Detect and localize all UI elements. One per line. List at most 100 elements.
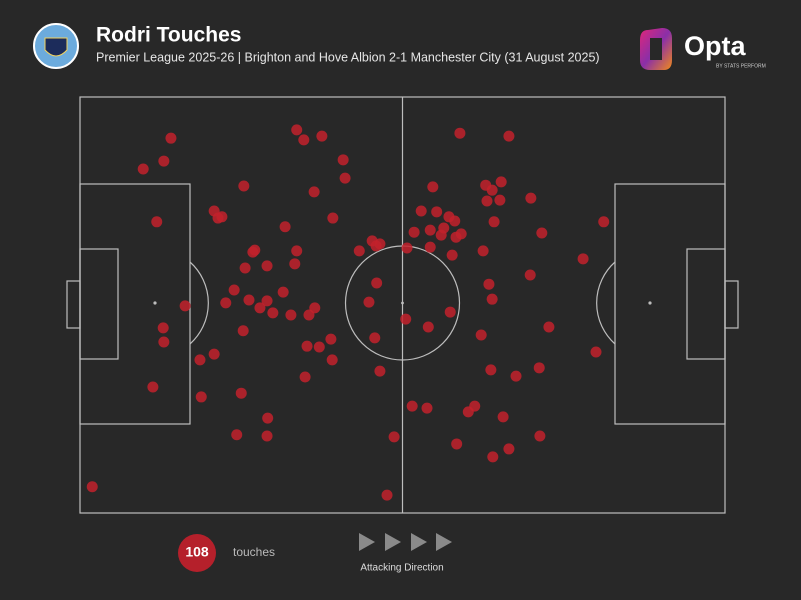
touch-point xyxy=(309,302,321,314)
touch-point xyxy=(446,249,458,261)
touch-point xyxy=(313,341,325,353)
count-badge xyxy=(178,534,216,572)
touch-point xyxy=(543,321,555,333)
club-badge xyxy=(33,23,79,69)
touch-point xyxy=(415,205,427,217)
touch-point xyxy=(481,195,493,207)
touch-point xyxy=(598,216,610,228)
touch-point xyxy=(235,387,247,399)
touch-point xyxy=(194,354,206,366)
touch-point xyxy=(325,333,337,345)
touch-point xyxy=(157,322,169,334)
centre-spot xyxy=(401,301,404,305)
touch-point xyxy=(339,172,351,184)
touch-point xyxy=(451,438,463,450)
touch-point xyxy=(422,321,434,333)
touch-point xyxy=(298,134,310,146)
touch-point xyxy=(454,127,466,139)
touch-point xyxy=(408,226,420,238)
touch-point xyxy=(220,297,232,309)
direction-arrows xyxy=(359,533,452,551)
brand-name: Opta xyxy=(684,31,746,61)
brand-logo xyxy=(640,28,672,70)
touch-point xyxy=(427,181,439,193)
touch-point xyxy=(533,362,545,374)
touch-point xyxy=(137,163,149,175)
touches xyxy=(86,124,610,501)
touch-point xyxy=(179,300,191,312)
count-value: 108 xyxy=(185,544,209,560)
touch-point xyxy=(261,430,273,442)
touch-point xyxy=(488,216,500,228)
touch-point xyxy=(497,411,509,423)
touch-point xyxy=(485,364,497,376)
touch-point xyxy=(165,132,177,144)
touch-point xyxy=(381,489,393,501)
touch-point xyxy=(279,221,291,233)
brand-tagline: BY STATS PERFORM xyxy=(716,63,766,69)
touch-point xyxy=(483,278,495,290)
touch-point xyxy=(510,370,522,382)
touch-point xyxy=(469,400,481,412)
touch-point xyxy=(327,212,339,224)
touch-point xyxy=(308,186,320,198)
touch-point xyxy=(228,284,240,296)
touch-point xyxy=(374,365,386,377)
touch-point xyxy=(86,481,98,493)
touch-point xyxy=(536,227,548,239)
touch-point xyxy=(444,306,456,318)
touch-point xyxy=(353,245,365,257)
touch-point xyxy=(299,371,311,383)
touch-point xyxy=(495,176,507,188)
touch-point xyxy=(431,206,443,218)
chart-title: Rodri Touches xyxy=(96,24,241,47)
count-label: touches xyxy=(233,545,275,559)
touch-point xyxy=(374,238,386,250)
touch-point xyxy=(421,402,433,414)
touch-point xyxy=(337,154,349,166)
touch-point xyxy=(208,348,220,360)
touch-point xyxy=(363,296,375,308)
touch-point xyxy=(477,245,489,257)
touch-point xyxy=(494,194,506,206)
touch-point xyxy=(147,381,159,393)
direction-label: Attacking Direction xyxy=(360,563,443,574)
touch-point xyxy=(406,400,418,412)
touch-point xyxy=(277,286,289,298)
chart-subtitle: Premier League 2025-26 | Brighton and Ho… xyxy=(96,50,600,64)
touch-point xyxy=(216,211,228,223)
touch-point xyxy=(261,260,273,272)
touch-point xyxy=(316,130,328,142)
touch-point xyxy=(267,307,279,319)
touch-point xyxy=(525,192,537,204)
touch-point xyxy=(158,155,170,167)
touch-point xyxy=(291,124,303,136)
touch-point xyxy=(262,412,274,424)
touch-point xyxy=(503,443,515,455)
pitch xyxy=(66,96,739,514)
touch-point xyxy=(158,336,170,348)
touch-point xyxy=(577,253,589,265)
touch-point xyxy=(237,325,249,337)
touch-point xyxy=(289,258,301,270)
touch-point xyxy=(590,346,602,358)
touch-point xyxy=(301,340,313,352)
touch-point xyxy=(195,391,207,403)
touch-point xyxy=(249,244,261,256)
touch-point xyxy=(449,215,461,227)
touch-point xyxy=(151,216,163,228)
touch-point xyxy=(424,224,436,236)
touch-point xyxy=(239,262,251,274)
penalty-spot xyxy=(648,301,652,305)
touch-point xyxy=(254,302,266,314)
touch-point xyxy=(388,431,400,443)
touch-point xyxy=(487,451,499,463)
touch-point xyxy=(231,429,243,441)
touch-point xyxy=(326,354,338,366)
touch-point xyxy=(285,309,297,321)
touch-point xyxy=(371,277,383,289)
penalty-spot xyxy=(153,301,157,305)
touch-point xyxy=(486,184,498,196)
touch-point xyxy=(424,241,436,253)
